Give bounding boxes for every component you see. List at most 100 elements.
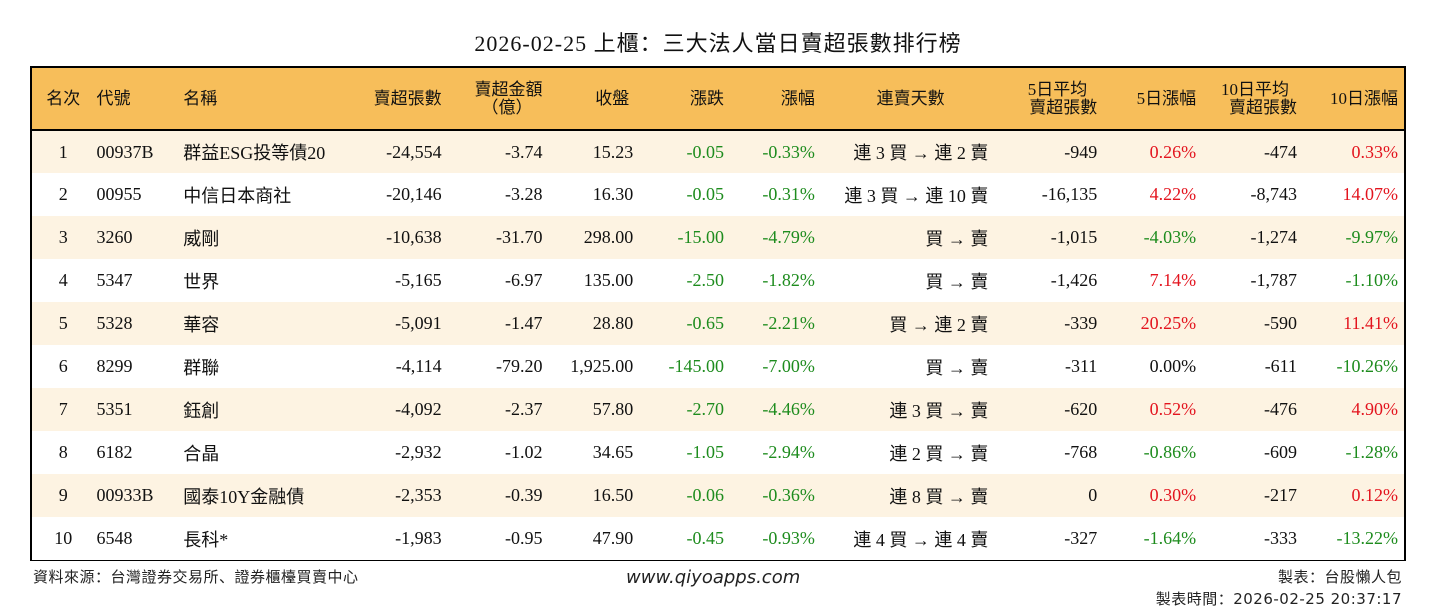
cell-avg5: -949 [1064,141,1098,162]
cell-pct5: 7.14% [1149,270,1197,290]
cell-name: 合晶 [183,443,220,464]
cell-rank: 7 [58,399,68,419]
cell-change-pct: -7.00% [762,356,815,376]
cell-change: -145.00 [668,356,725,376]
cell-rank: 6 [58,356,68,376]
cell-close: 15.23 [592,141,634,162]
ranking-table: 名次 代號 名稱 賣超張數 賣超金額 （億） 收盤 漲跌 漲幅 連賣天數 5日平… [32,68,1404,560]
header-net-sell-lots: 賣超張數 [358,68,448,131]
cell-code: 00937B [96,141,154,162]
cell-change: -0.06 [686,485,725,505]
cell-avg5: 0 [1088,485,1098,505]
cell-net-sell-lots: -4,092 [395,399,442,419]
cell-avg5: -339 [1064,313,1098,333]
cell-name: 群益ESG投等債20 [183,143,326,163]
cell-close: 135.00 [583,270,634,290]
table-row[interactable]: 8 6182 合晶 -2,932 -1.02 34.65 -1.05 -2.94% 連 2 買 … [32,431,1404,474]
cell-net-sell-lots: -1,983 [395,528,442,548]
header-code: 代號 [94,68,180,131]
cell-close: 298.00 [583,227,634,247]
cell-code: 5328 [96,313,133,333]
cell-net-sell-amount: -6.97 [504,270,543,290]
cell-pct10: 4.90% [1351,399,1399,419]
cell-code: 8299 [96,356,133,376]
cell-net-sell-amount: -1.47 [504,313,543,333]
cell-code: 00955 [96,184,142,204]
data-source-note: 資料來源：台灣證券交易所、證券櫃檯買賣中心 [33,568,359,586]
website-link[interactable]: www.qiyoapps.com [626,567,801,588]
cell-streak: 買 → 賣 [925,271,989,292]
cell-pct10: -1.10% [1345,270,1399,290]
cell-close: 57.80 [592,399,634,419]
cell-close: 28.80 [592,313,634,333]
table-row[interactable]: 7 5351 鈺創 -4,092 -2.37 57.80 -2.70 -4.46% 連 3 買 … [32,388,1404,431]
table-row[interactable]: 4 5347 世界 -5,165 -6.97 135.00 -2.50 -1.82% 買 → 賣… [32,259,1404,302]
cell-name: 群聯 [183,357,220,378]
cell-pct10: 0.33% [1351,141,1399,162]
table-row[interactable]: 2 00955 中信日本商社 -20,146 -3.28 16.30 -0.05 -0.31%… [32,173,1404,216]
cell-rank: 4 [58,270,68,290]
table-row[interactable]: 5 5328 華容 -5,091 -1.47 28.80 -0.65 -2.21% 買 → 連 … [32,302,1404,345]
cell-avg10: -1,787 [1250,270,1298,290]
header-avg5-line2: 賣超張數 [1029,97,1098,117]
cell-pct5: 0.52% [1149,399,1197,419]
header-net-sell-amount-line1: 賣超金額 [474,79,543,99]
cell-avg10: -476 [1264,399,1298,419]
cell-close: 16.30 [592,184,634,204]
cell-code: 5351 [96,399,133,419]
cell-name: 華容 [183,314,220,335]
cell-change-pct: -2.94% [762,442,815,462]
cell-rank: 5 [58,313,68,333]
cell-close: 47.90 [592,528,634,548]
cell-streak: 連 8 買 → 賣 [889,486,989,507]
header-name: 名稱 [179,68,359,131]
page-title: 2026-02-25 上櫃：三大法人當日賣超張數排行榜 [474,31,962,56]
cell-name: 威剛 [183,228,220,249]
cell-net-sell-amount: -1.02 [504,442,543,462]
table-row[interactable]: 6 8299 群聯 -4,114 -79.20 1,925.00 -145.00 -7.00%… [32,345,1404,388]
cell-net-sell-amount: -79.20 [495,356,543,376]
cell-change: -2.50 [686,270,725,290]
cell-change: -0.45 [686,528,725,548]
cell-avg10: -609 [1264,442,1298,462]
cell-pct10: -1.28% [1345,442,1399,462]
header-avg10: 10日平均 賣超張數 [1202,68,1304,131]
cell-name: 鈺創 [183,400,220,421]
cell-streak: 連 4 買 → 連 4 賣 [853,529,989,550]
maker-credit: 製表：台股懶人包 [1277,568,1402,586]
table-row[interactable]: 9 00933B 國泰10Y金融債 -2,353 -0.39 16.50 -0.06 -0.3… [32,474,1404,517]
cell-avg5: -620 [1064,399,1098,419]
cell-name: 國泰10Y金融債 [183,486,305,507]
cell-streak: 買 → 賣 [925,357,989,378]
header-avg10-line1: 10日平均 [1221,79,1290,99]
cell-change-pct: -0.33% [762,141,815,162]
cell-code: 5347 [96,270,133,290]
cell-change: -15.00 [677,227,725,247]
cell-pct5: 0.00% [1149,356,1197,376]
cell-net-sell-amount: -2.37 [504,399,543,419]
cell-net-sell-amount: -0.95 [504,528,543,548]
header-close: 收盤 [548,68,640,131]
cell-pct10: 11.41% [1343,313,1398,333]
cell-net-sell-lots: -2,353 [395,485,442,505]
cell-change-pct: -0.93% [762,528,815,548]
cell-change-pct: -1.82% [762,270,815,290]
cell-code: 00933B [96,485,154,505]
cell-net-sell-amount: -0.39 [504,485,543,505]
table-row[interactable]: 10 6548 長科* -1,983 -0.95 47.90 -0.45 -0.93% 連 4 … [32,517,1404,560]
table-row[interactable]: 3 3260 威剛 -10,638 -31.70 298.00 -15.00 -4.79% 買 … [32,216,1404,259]
cell-change: -0.05 [686,141,725,162]
cell-streak: 連 3 買 → 連 2 賣 [853,143,989,163]
cell-avg5: -327 [1064,528,1098,548]
cell-pct10: -9.97% [1345,227,1399,247]
cell-pct10: 14.07% [1342,184,1399,204]
cell-pct5: -1.64% [1143,528,1197,548]
cell-change-pct: -4.79% [762,227,815,247]
cell-net-sell-lots: -5,165 [395,270,442,290]
cell-pct5: 20.25% [1140,313,1197,333]
cell-pct10: 0.12% [1351,485,1399,505]
cell-streak: 連 3 買 → 賣 [889,400,989,421]
header-net-sell-amount-line2: （億） [481,97,533,117]
table-row[interactable]: 1 00937B 群益ESG投等債20 -24,554 -3.74 15.23 -0.05 -… [32,130,1404,173]
cell-net-sell-lots: -10,638 [386,227,442,247]
